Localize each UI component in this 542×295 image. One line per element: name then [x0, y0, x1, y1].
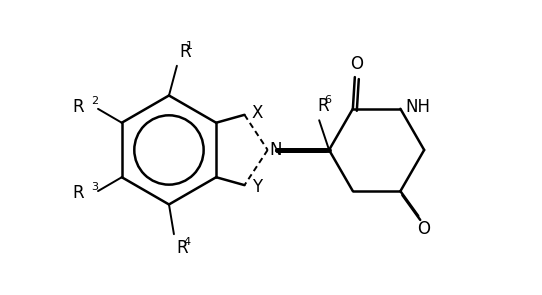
- Text: R: R: [176, 239, 188, 257]
- Text: NH: NH: [406, 98, 431, 116]
- Text: 2: 2: [92, 96, 99, 106]
- Text: R: R: [317, 97, 329, 115]
- Text: O: O: [350, 55, 363, 73]
- Text: Y: Y: [252, 178, 262, 196]
- Text: R: R: [73, 98, 84, 116]
- Text: O: O: [417, 220, 430, 238]
- Text: 1: 1: [186, 41, 193, 51]
- Text: R: R: [73, 184, 84, 202]
- Text: 3: 3: [92, 182, 99, 192]
- Text: R: R: [179, 43, 190, 61]
- Text: 4: 4: [183, 237, 190, 247]
- Text: 6: 6: [325, 96, 332, 105]
- Text: N: N: [269, 141, 282, 159]
- Text: X: X: [251, 104, 263, 122]
